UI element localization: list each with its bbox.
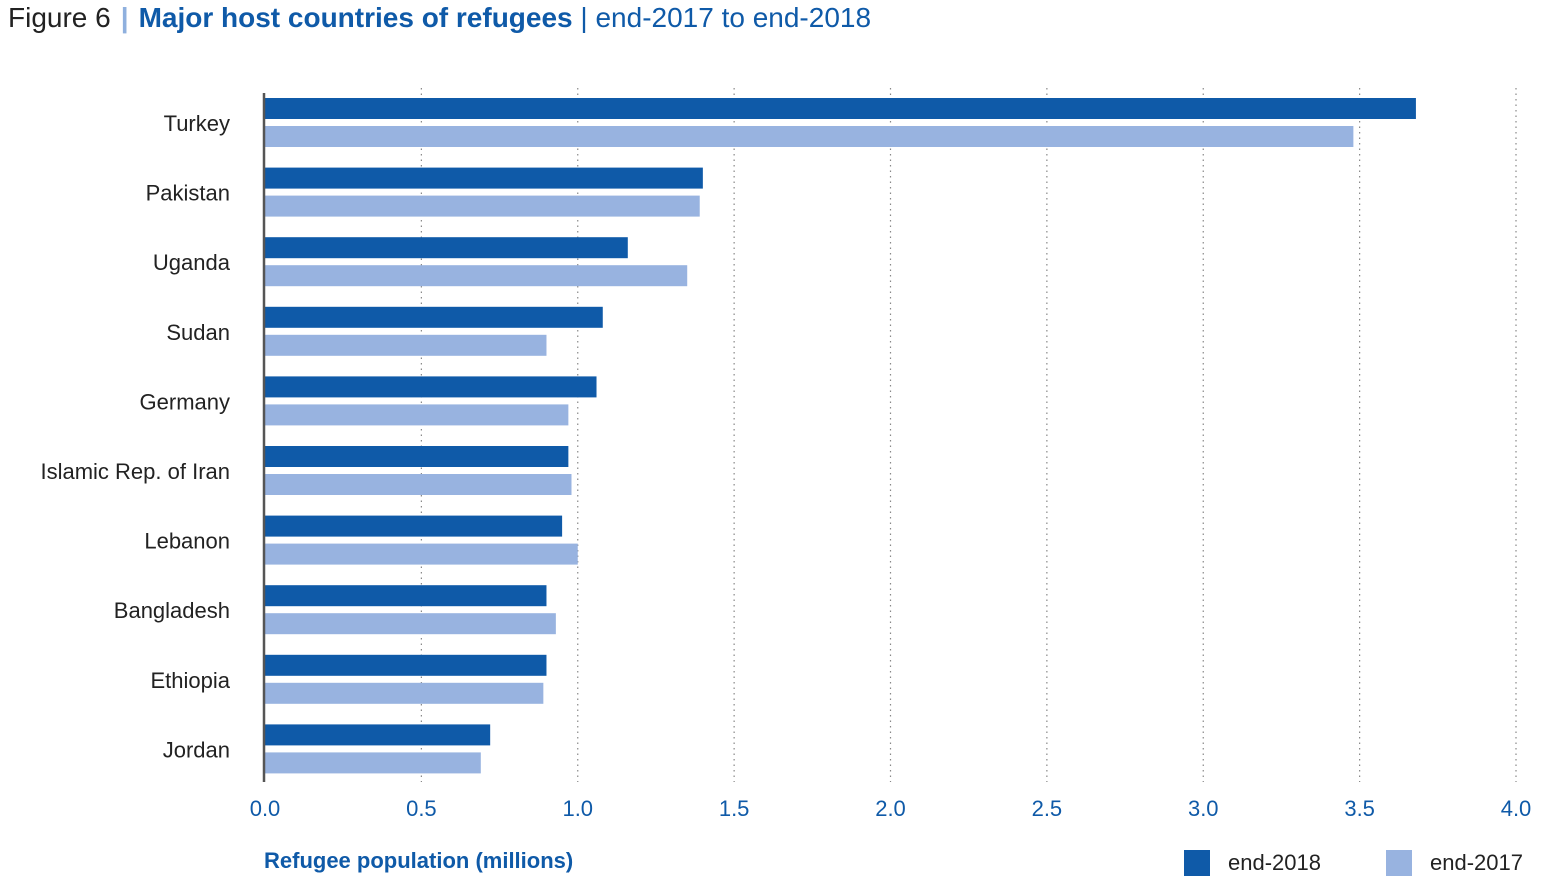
bar-end-2018-islamic-rep-of-iran (265, 446, 569, 467)
category-label: Germany (140, 389, 230, 414)
legend-item-end-2017: end-2017 (1386, 848, 1523, 878)
title-separator: | (120, 2, 129, 33)
category-label: Pakistan (146, 181, 230, 206)
legend-label-end-2018: end-2018 (1228, 850, 1321, 875)
x-tick-label: 3.5 (1344, 796, 1375, 821)
x-axis-label: Refugee population (millions) (264, 848, 574, 873)
chart-title-block: Figure 6 | Major host countries of refugee… (8, 2, 871, 34)
bar-end-2018-sudan (265, 306, 603, 328)
chart-subtitle: | end-2017 to end-2018 (580, 2, 872, 33)
bar-end-2018-germany (265, 376, 597, 398)
bar-end-2018-ethiopia (265, 654, 547, 676)
bar-end-2017-turkey (265, 126, 1354, 147)
category-label: Islamic Rep. of Iran (40, 459, 230, 484)
bar-end-2018-turkey (265, 98, 1416, 119)
category-label: Ethiopia (150, 668, 230, 693)
legend-swatch-end-2018 (1184, 850, 1210, 876)
bar-end-2018-pakistan (265, 167, 703, 189)
bar-end-2018-bangladesh (265, 585, 547, 607)
bar-end-2018-uganda (265, 237, 628, 259)
x-tick-label: 2.0 (875, 796, 906, 821)
category-label: Sudan (166, 320, 230, 345)
legend-swatch-end-2017 (1386, 850, 1412, 876)
bar-end-2017-sudan (265, 334, 547, 356)
x-tick-label: 4.0 (1501, 796, 1532, 821)
chart-title: Major host countries of refugees (138, 2, 573, 33)
x-tick-label: 2.5 (1032, 796, 1063, 821)
legend-label-end-2017: end-2017 (1430, 850, 1523, 875)
bar-end-2017-germany (265, 404, 569, 426)
x-tick-label: 3.0 (1188, 796, 1219, 821)
bar-end-2018-jordan (265, 724, 491, 746)
category-label: Turkey (164, 111, 230, 136)
bar-end-2017-pakistan (265, 195, 700, 217)
category-label: Jordan (163, 737, 230, 762)
bar-end-2017-lebanon (265, 543, 578, 565)
bar-end-2017-uganda (265, 265, 688, 287)
figure-label: Figure 6 (8, 2, 111, 33)
x-tick-label: 1.0 (562, 796, 593, 821)
bar-end-2017-islamic-rep-of-iran (265, 474, 572, 495)
bar-end-2018-lebanon (265, 515, 563, 537)
x-tick-label: 1.5 (719, 796, 750, 821)
legend-item-end-2018: end-2018 (1184, 848, 1321, 878)
x-tick-label: 0.0 (250, 796, 281, 821)
bar-end-2017-jordan (265, 752, 481, 774)
bar-end-2017-bangladesh (265, 613, 556, 635)
x-tick-label: 0.5 (406, 796, 437, 821)
bar-end-2017-ethiopia (265, 682, 544, 704)
category-label: Uganda (153, 250, 231, 275)
category-label: Lebanon (144, 529, 230, 554)
category-label: Bangladesh (114, 598, 230, 623)
